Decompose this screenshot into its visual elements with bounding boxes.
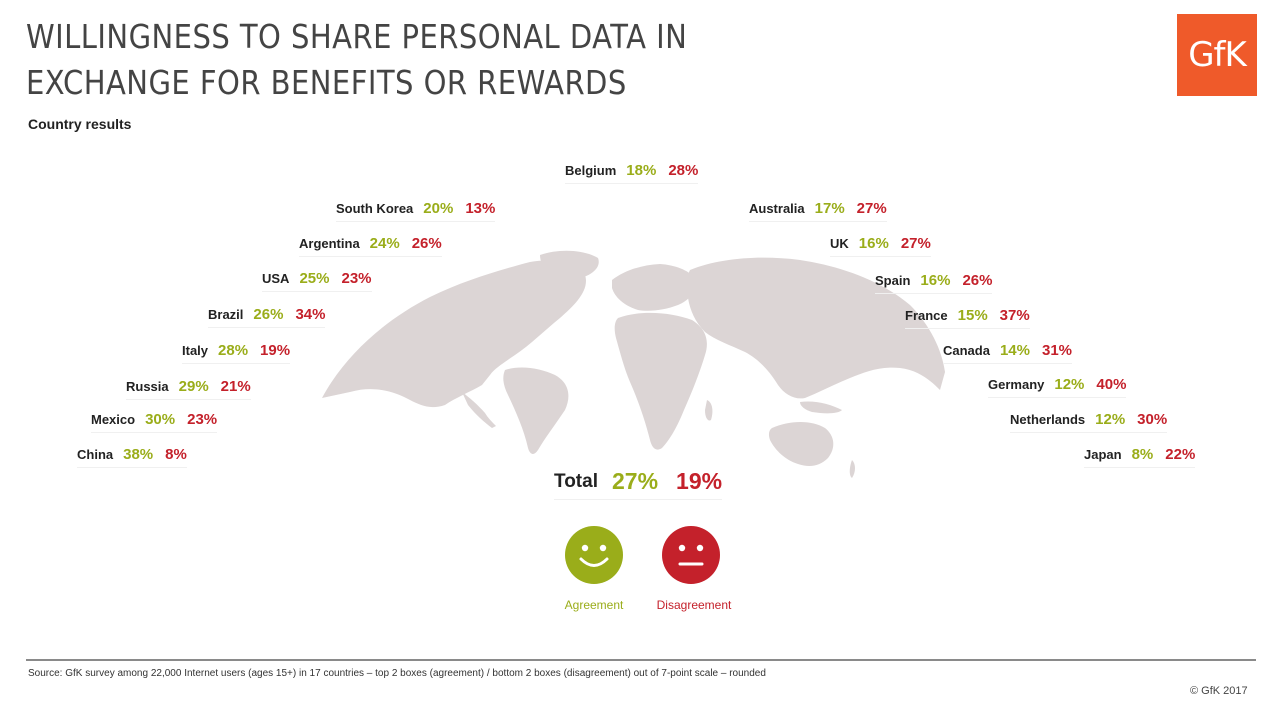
- agreement-value: 17%: [814, 199, 845, 217]
- country-row-france: France 15% 37%: [905, 304, 1030, 329]
- disagreement-value: 21%: [220, 377, 251, 395]
- gfk-logo: GfK: [1177, 14, 1257, 96]
- agreement-value: 28%: [218, 341, 249, 359]
- country-name: Japan: [1084, 446, 1122, 462]
- country-name: UK: [830, 235, 849, 251]
- total-label: Total: [554, 470, 598, 492]
- title-line-2: EXCHANGE FOR BENEFITS OR REWARDS: [26, 63, 627, 102]
- agreement-value: 15%: [957, 306, 988, 324]
- agreement-value: 8%: [1131, 445, 1154, 463]
- country-name: Mexico: [91, 411, 136, 427]
- country-row-germany: Germany 12% 40%: [988, 373, 1127, 398]
- page-title: WILLINGNESS TO SHARE PERSONAL DATA IN EXC…: [26, 14, 687, 106]
- country-name: Brazil: [208, 306, 244, 322]
- agreement-value: 18%: [626, 161, 657, 179]
- disagreement-value: 34%: [295, 305, 326, 323]
- agreement-value: 12%: [1095, 410, 1126, 428]
- agreement-value: 12%: [1054, 375, 1085, 393]
- footer-divider: [26, 659, 1256, 661]
- country-row-canada: Canada 14% 31%: [943, 339, 1073, 364]
- country-name: Germany: [988, 376, 1045, 392]
- disagreement-value: 26%: [411, 234, 442, 252]
- country-row-netherlands: Netherlands 12% 30%: [1010, 408, 1168, 433]
- chart-subtitle: Country results: [28, 116, 132, 132]
- country-name: China: [77, 446, 114, 462]
- disagreement-value: 8%: [165, 445, 187, 463]
- country-name: Netherlands: [1010, 411, 1086, 427]
- disagreement-value: 27%: [900, 234, 931, 252]
- disagreement-value: 22%: [1165, 445, 1196, 463]
- country-row-mexico: Mexico 30% 23%: [91, 408, 218, 433]
- total-agreement-value: 27%: [611, 468, 659, 494]
- country-name: Canada: [943, 342, 990, 358]
- disagreement-value: 31%: [1042, 341, 1073, 359]
- country-row-usa: USA 25% 23%: [262, 267, 372, 292]
- agreement-value: 38%: [123, 445, 154, 463]
- disagreement-value: 19%: [260, 341, 291, 359]
- country-name: Italy: [182, 342, 209, 358]
- country-name: USA: [262, 270, 290, 286]
- country-name: Argentina: [299, 235, 360, 251]
- neutral-face-icon: [662, 526, 720, 584]
- country-row-spain: Spain 16% 26%: [875, 269, 993, 294]
- legend-disagreement-label: Disagreement: [656, 598, 732, 612]
- copyright-text: © GfK 2017: [1190, 685, 1248, 697]
- country-name: Australia: [749, 200, 805, 216]
- country-row-russia: Russia 29% 21%: [126, 375, 251, 400]
- disagreement-value: 27%: [856, 199, 887, 217]
- country-name: South Korea: [336, 200, 414, 216]
- agreement-value: 14%: [999, 341, 1030, 359]
- country-name: Belgium: [565, 162, 617, 178]
- agreement-value: 16%: [858, 234, 889, 252]
- disagreement-value: 23%: [341, 269, 372, 287]
- disagreement-value: 26%: [962, 271, 993, 289]
- country-row-uk: UK 16% 27%: [830, 232, 931, 257]
- agreement-value: 25%: [299, 269, 330, 287]
- disagreement-value: 23%: [187, 410, 218, 428]
- disagreement-value: 40%: [1096, 375, 1127, 393]
- country-row-japan: Japan 8% 22%: [1084, 443, 1196, 468]
- country-row-south-korea: South Korea 20% 13%: [336, 197, 496, 222]
- agreement-value: 20%: [423, 199, 454, 217]
- total-row: Total 27% 19%: [554, 468, 723, 500]
- agreement-value: 30%: [145, 410, 176, 428]
- country-row-belgium: Belgium 18% 28%: [565, 159, 699, 184]
- country-name: France: [905, 307, 948, 323]
- source-note: Source: GfK survey among 22,000 Internet…: [28, 668, 766, 679]
- country-row-argentina: Argentina 24% 26%: [299, 232, 442, 257]
- agreement-value: 26%: [253, 305, 284, 323]
- disagreement-value: 28%: [668, 161, 699, 179]
- disagreement-value: 13%: [465, 199, 496, 217]
- country-row-china: China 38% 8%: [77, 443, 187, 468]
- country-row-italy: Italy 28% 19%: [182, 339, 291, 364]
- smiley-face-icon: [565, 526, 623, 584]
- legend-agreement-label: Agreement: [564, 598, 624, 612]
- agreement-value: 29%: [178, 377, 209, 395]
- total-disagreement-value: 19%: [676, 468, 723, 494]
- country-row-australia: Australia 17% 27%: [749, 197, 887, 222]
- country-name: Russia: [126, 378, 169, 394]
- title-line-1: WILLINGNESS TO SHARE PERSONAL DATA IN: [26, 17, 688, 56]
- disagreement-value: 37%: [999, 306, 1030, 324]
- agreement-value: 16%: [920, 271, 951, 289]
- logo-text: GfK: [1188, 35, 1247, 75]
- agreement-value: 24%: [369, 234, 400, 252]
- country-row-brazil: Brazil 26% 34%: [208, 303, 326, 328]
- disagreement-value: 30%: [1137, 410, 1168, 428]
- country-name: Spain: [875, 272, 911, 288]
